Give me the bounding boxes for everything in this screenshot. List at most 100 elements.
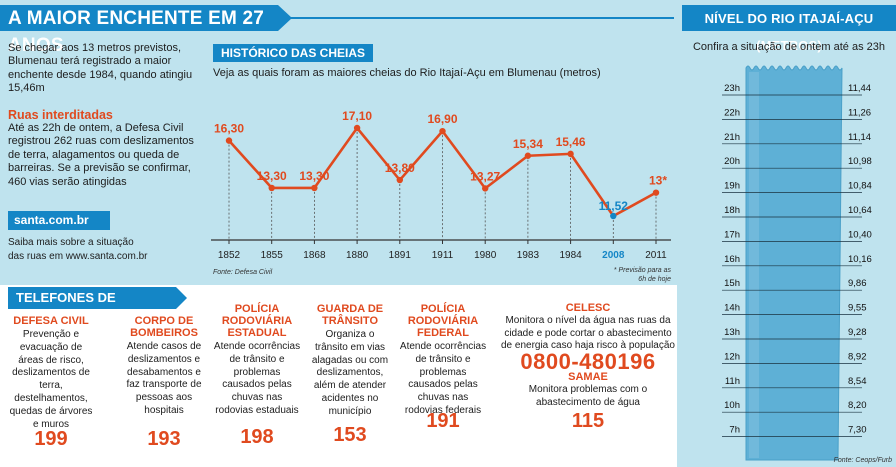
level-hour: 15h <box>724 278 740 289</box>
x-tick-label: 1911 <box>432 250 454 261</box>
data-point <box>225 137 233 144</box>
data-point <box>353 124 361 132</box>
level-value: 9,28 <box>848 327 867 338</box>
santa-text: Saiba mais sobre a situação das ruas em … <box>8 236 188 264</box>
level-hour: 21h <box>724 132 740 143</box>
level-hour: 11h <box>725 376 740 387</box>
service-name: CORPO DE BOMBEIROS <box>130 315 198 339</box>
right-panel: NÍVEL DO RIO ITAJAÍ-AÇU (METROS) Confira… <box>682 0 896 467</box>
left-panel: A MAIOR ENCHENTE EM 27 ANOS Se chegar ao… <box>0 5 677 467</box>
river-source: Fonte: Ceops/Furb <box>834 457 892 464</box>
data-label: 15,34 <box>513 137 543 151</box>
service-number[interactable]: 199 <box>34 428 68 450</box>
level-hour: 16h <box>724 254 740 265</box>
data-label: 13,27 <box>470 169 500 183</box>
level-hour: 14h <box>724 303 740 314</box>
santa-line-2: das ruas em www.santa.com.br <box>8 251 148 262</box>
level-hour: 18h <box>724 205 740 216</box>
level-value: 10,40 <box>848 229 872 240</box>
level-hour: 22h <box>724 107 740 118</box>
level-value: 11,26 <box>848 107 871 118</box>
water-highlight <box>749 72 759 458</box>
santa-line-1: Saiba mais sobre a situação <box>8 237 134 248</box>
river-subtitle: Confira a situação de ontem até as 23h <box>692 41 885 53</box>
service-policia-federal: POLÍCIA RODOVIÁRIA FEDERAL Atende ocorrê… <box>398 303 488 431</box>
service-number[interactable]: 191 <box>426 410 460 432</box>
samae-desc: Monitora problemas com o abastecimento d… <box>528 383 648 408</box>
emergency-title: TELEFONES DE EMERGÊNCIA <box>8 287 187 327</box>
data-label: 13* <box>649 174 667 188</box>
river-title: NÍVEL DO RIO ITAJAÍ-AÇU (METROS) <box>682 5 896 53</box>
celesc-phone[interactable]: 0800-480196 <box>520 349 656 375</box>
samae-number[interactable]: 115 <box>571 410 605 433</box>
x-tick-label: 1852 <box>218 250 241 261</box>
data-point <box>439 127 446 135</box>
level-value: 8,20 <box>848 400 867 411</box>
service-name: DEFESA CIVIL <box>13 315 89 327</box>
service-desc: Atende ocorrências de trânsito e problem… <box>399 341 487 416</box>
service-name: POLÍCIA RODOVIÁRIA ESTADUAL <box>221 303 293 339</box>
page-title: A MAIOR ENCHENTE EM 27 ANOS <box>0 5 292 56</box>
x-tick-label: 1984 <box>559 250 582 261</box>
data-point <box>396 176 403 184</box>
data-point <box>524 152 532 159</box>
level-value: 10,98 <box>848 156 872 167</box>
history-chart: 16,30 1852 13,30 1855 13,30 1868 17,10 1880 13,8… <box>211 109 672 283</box>
data-label: 13,30 <box>257 169 287 183</box>
service-desc: Atende ocorrências de trânsito e problem… <box>213 341 301 416</box>
chart-footnote-1: * Previsão para as <box>614 267 672 274</box>
data-label: 17,10 <box>342 109 372 123</box>
level-value: 8,54 <box>848 376 867 387</box>
history-badge: HISTÓRICO DAS CHEIAS <box>213 44 374 62</box>
level-hour: 12h <box>724 351 740 362</box>
service-desc: Prevenção e evacuação de áreas de risco,… <box>9 329 93 430</box>
celesc-name: CELESC <box>565 302 611 314</box>
level-hour: 7h <box>729 425 740 436</box>
service-number[interactable]: 153 <box>333 424 367 446</box>
data-label: 11,52 <box>599 199 629 213</box>
roads-text: Até as 22h de ontem, a Defesa Civil regi… <box>8 122 194 188</box>
data-point <box>567 150 574 158</box>
service-desc: Atende casos de deslizamentos e desabame… <box>126 341 202 416</box>
x-tick-label: 2008 <box>602 250 625 261</box>
level-hour: 17h <box>724 229 740 240</box>
data-point <box>482 185 489 192</box>
level-hour: 23h <box>724 83 740 94</box>
chart-footnote-2: 6h de hoje <box>638 276 671 283</box>
service-desc: Organiza o trânsito em vias alagadas ou … <box>311 329 389 417</box>
data-point <box>652 189 660 196</box>
x-tick-label: 2011 <box>645 250 667 261</box>
title-rule <box>270 17 674 19</box>
x-tick-label: 1891 <box>389 250 412 261</box>
x-tick-label: 1868 <box>303 250 326 261</box>
level-value: 10,84 <box>848 181 872 192</box>
santa-badge[interactable]: santa.com.br <box>8 211 110 230</box>
x-tick-label: 1983 <box>517 250 540 261</box>
data-point <box>610 212 617 220</box>
level-value: 11,14 <box>848 132 871 143</box>
x-tick-label: 1855 <box>261 250 284 261</box>
level-hour: 20h <box>724 156 740 167</box>
service-name: GUARDA DE TRÂNSITO <box>316 303 384 327</box>
level-value: 9,86 <box>848 278 867 289</box>
level-value: 10,16 <box>848 254 872 265</box>
data-point <box>311 184 318 192</box>
service-name: POLÍCIA RODOVIÁRIA FEDERAL <box>407 303 479 339</box>
service-number[interactable]: 193 <box>147 428 181 450</box>
service-policia-estadual: POLÍCIA RODOVIÁRIA ESTADUAL Atende ocorr… <box>212 303 302 447</box>
service-defesa-civil: DEFESA CIVIL Prevenção e evacuação de ár… <box>8 315 94 449</box>
data-label: 13,80 <box>385 161 415 175</box>
emergency-panel: TELEFONES DE EMERGÊNCIA DEFESA CIVIL Pre… <box>0 285 677 467</box>
service-number[interactable]: 198 <box>240 426 274 448</box>
service-bombeiros: CORPO DE BOMBEIROS Atende casos de desli… <box>120 315 208 449</box>
service-guarda-transito: GUARDA DE TRÂNSITO Organiza o trânsito e… <box>308 303 392 445</box>
level-value: 8,92 <box>848 351 867 362</box>
level-value: 7,30 <box>848 425 867 436</box>
water-column <box>745 65 843 461</box>
service-celesc: CELESC Monitora o nível da água nas ruas… <box>500 302 676 433</box>
river-level-gauge: 23h 11,44 22h 11,26 21h 11,14 20h 10,98 19h 10,84… <box>722 65 892 464</box>
x-tick-label: 1980 <box>474 250 497 261</box>
celesc-desc: Monitora o nível da água nas ruas da cid… <box>500 314 675 352</box>
data-label: 16,30 <box>214 122 244 136</box>
level-hour: 10h <box>724 400 740 411</box>
